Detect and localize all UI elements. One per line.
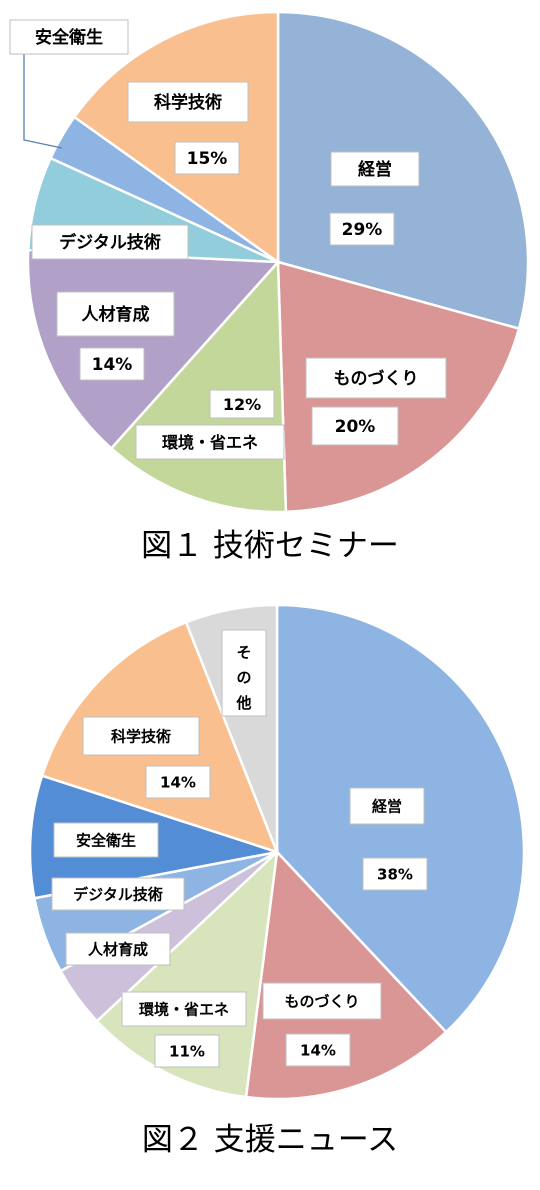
label-keiei-box — [349, 787, 425, 825]
label-monodukuri: ものづくり — [334, 369, 419, 389]
label-anzen-box — [53, 822, 159, 858]
label-kankyo-value-box — [209, 389, 275, 419]
label-anzen-box — [9, 19, 129, 55]
label-kagaku: 科学技術 — [154, 92, 222, 113]
label-kagaku: 科学技術 — [111, 727, 171, 745]
leader-line — [23, 54, 63, 149]
label-keiei-value: 38% — [377, 865, 413, 883]
label-sonota-char: の — [236, 669, 251, 687]
label-digital-box — [31, 224, 189, 260]
label-keiei-value: 29% — [342, 220, 383, 240]
label-digital-box — [51, 877, 185, 911]
chart-2-title: 図２ 支援ニュース — [142, 1122, 398, 1158]
label-jinzai: 人材育成 — [88, 940, 148, 958]
label-kankyo-value: 12% — [223, 395, 261, 414]
label-digital: デジタル技術 — [73, 885, 163, 903]
label-monodukuri: ものづくり — [284, 992, 359, 1010]
label-monodukuri-value: 20% — [335, 417, 376, 437]
pie-slice-7 — [72, 10, 280, 265]
label-monodukuri-box — [305, 357, 447, 399]
pie-chart-1-labels: 経営 29% ものづくり 20% 環境・省エネ 12% 人材育成 14% デジタル技術 安全衛生科… — [9, 19, 447, 460]
label-kagaku-value: 15% — [187, 149, 228, 169]
label-kankyo-value: 11% — [169, 1042, 205, 1060]
label-monodukuri-value-box — [285, 1033, 351, 1067]
label-kagaku-box — [82, 716, 200, 756]
label-anzen: 安全衛生 — [76, 831, 136, 849]
label-kankyo-value-box — [154, 1034, 220, 1068]
label-jinzai-box — [56, 291, 175, 337]
label-keiei: 経営 — [358, 159, 392, 180]
label-kankyo-box — [121, 991, 247, 1027]
label-kagaku-box — [127, 81, 249, 123]
label-monodukuri-box — [262, 982, 382, 1020]
label-jinzai-value-box — [79, 347, 145, 381]
label-digital: デジタル技術 — [59, 232, 161, 253]
label-kagaku-value-box — [174, 141, 240, 175]
label-keiei-box — [330, 151, 420, 187]
label-kankyo: 環境・省エネ — [139, 1000, 229, 1018]
label-kankyo-box — [135, 424, 285, 460]
label-monodukuri-value: 14% — [300, 1041, 336, 1059]
label-anzen: 安全衛生 — [35, 27, 103, 48]
label-keiei: 経営 — [372, 797, 402, 815]
label-monodukuri-value-box — [311, 406, 399, 446]
label-sonota-char: そ — [236, 643, 251, 661]
label-kankyo: 環境・省エネ — [162, 433, 258, 452]
label-kagaku-value-box — [145, 765, 211, 799]
label-jinzai-box — [65, 932, 171, 966]
label-sonota-char: 他 — [235, 694, 251, 712]
label-jinzai-value: 14% — [92, 355, 133, 375]
label-keiei-value-box — [329, 212, 395, 246]
label-kagaku-value: 14% — [160, 773, 196, 791]
label-jinzai: 人材育成 — [82, 304, 150, 325]
chart-1-title: 図１ 技術セミナー — [141, 528, 399, 564]
pie-slice-3 — [95, 848, 279, 1099]
label-keiei-value-box — [362, 857, 428, 891]
label-sonota-box — [221, 629, 267, 717]
